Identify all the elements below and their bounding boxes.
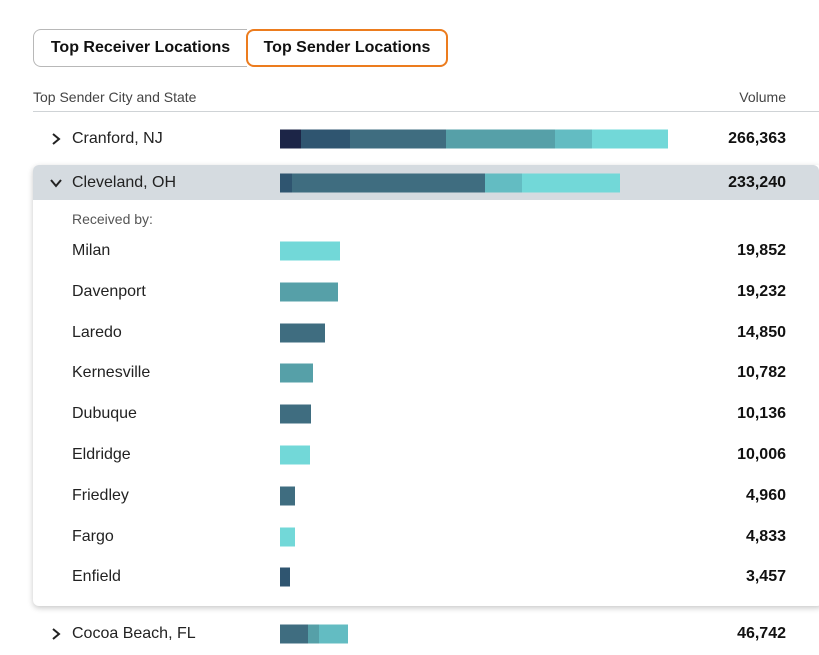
bar-segment: [280, 624, 308, 644]
receiver-volume-bar: [280, 363, 313, 383]
receiver-volume-bar: [280, 282, 339, 302]
volume-stacked-bar: [280, 129, 668, 149]
receiver-volume-bar: [280, 323, 325, 343]
table-row-cocoa-beach[interactable]: Cocoa Beach, FL 46,742: [33, 616, 819, 652]
city-column-header: Top Sender City and State: [33, 89, 197, 105]
receiver-volume-value: 10,782: [737, 364, 786, 382]
receiver-row: Friedley 4,960: [33, 481, 819, 511]
receiver-volume-bar: [280, 445, 311, 465]
receiver-volume-value: 4,960: [745, 486, 786, 504]
receiver-city-label: Friedley: [72, 486, 129, 504]
chevron-down-icon[interactable]: [49, 176, 63, 190]
receiver-volume-value: 19,852: [737, 242, 786, 259]
receiver-row: Dubuque 10,136: [33, 399, 819, 429]
bar-segment: [301, 129, 350, 149]
receiver-volume-value: 14,850: [737, 323, 786, 341]
receiver-volume-bar: [280, 486, 295, 506]
receiver-row: Fargo 4,833: [33, 522, 819, 552]
receiver-volume-bar: [280, 567, 291, 587]
table-header: Top Sender City and State Volume: [33, 89, 819, 112]
receiver-volume-value: 19,232: [737, 282, 786, 300]
chevron-right-icon[interactable]: [49, 627, 63, 641]
receiver-city-label: Fargo: [72, 527, 114, 545]
receiver-row: Laredo 14,850: [33, 318, 819, 348]
table-row-cranford[interactable]: Cranford, NJ 266,363: [33, 121, 819, 157]
volume-stacked-bar: [280, 173, 620, 192]
receiver-row: Enfield 3,457: [33, 562, 819, 592]
bar-segment: [307, 624, 319, 644]
row-city-label: Cranford, NJ: [72, 130, 163, 147]
receiver-volume-value: 3,457: [745, 568, 786, 586]
receiver-row: Kernesville 10,782: [33, 358, 819, 388]
row-city-label: Cleveland, OH: [72, 173, 177, 191]
receiver-volume-bar: [280, 404, 311, 424]
receiver-row: Eldridge 10,006: [33, 440, 819, 470]
tab-top-sender-locations[interactable]: Top Sender Locations: [246, 29, 448, 67]
bar-segment: [280, 173, 293, 192]
bar-segment: [318, 624, 349, 644]
receiver-volume-value: 10,136: [737, 405, 786, 423]
receiver-volume-value: 4,833: [745, 527, 786, 545]
receiver-city-label: Dubuque: [72, 405, 137, 423]
bar-segment: [592, 129, 668, 149]
tab-top-receiver-locations[interactable]: Top Receiver Locations: [33, 29, 247, 67]
row-volume-value: 266,363: [728, 130, 786, 147]
row-volume-value: 46,742: [737, 625, 786, 642]
chevron-right-icon[interactable]: [49, 132, 63, 146]
received-by-label: Received by:: [72, 211, 153, 227]
bar-segment: [280, 129, 302, 149]
receiver-row: Milan 19,852: [33, 236, 819, 266]
receiver-city-label: Eldridge: [72, 446, 131, 463]
volume-column-header: Volume: [739, 89, 786, 105]
receiver-city-label: Milan: [72, 242, 111, 259]
row-volume-value: 233,240: [728, 173, 786, 191]
bar-segment: [349, 129, 447, 149]
table-row-cleveland[interactable]: Cleveland, OH 233,240: [33, 165, 819, 200]
receiver-volume-bar: [280, 241, 340, 261]
location-tabs: Top Receiver Locations Top Sender Locati…: [33, 29, 448, 67]
expanded-row-panel: [33, 165, 819, 606]
receiver-row: Davenport 19,232: [33, 277, 819, 307]
receiver-volume-bar: [280, 527, 295, 547]
bar-segment: [521, 173, 620, 192]
receiver-city-label: Kernesville: [72, 364, 151, 382]
receiver-city-label: Enfield: [72, 568, 121, 586]
volume-stacked-bar: [280, 624, 349, 644]
row-city-label: Cocoa Beach, FL: [72, 625, 196, 642]
receiver-city-label: Davenport: [72, 282, 146, 300]
bar-segment: [292, 173, 486, 192]
bar-segment: [446, 129, 556, 149]
bar-segment: [485, 173, 522, 192]
bar-segment: [555, 129, 593, 149]
receiver-city-label: Laredo: [72, 323, 122, 341]
receiver-volume-value: 10,006: [737, 446, 786, 463]
